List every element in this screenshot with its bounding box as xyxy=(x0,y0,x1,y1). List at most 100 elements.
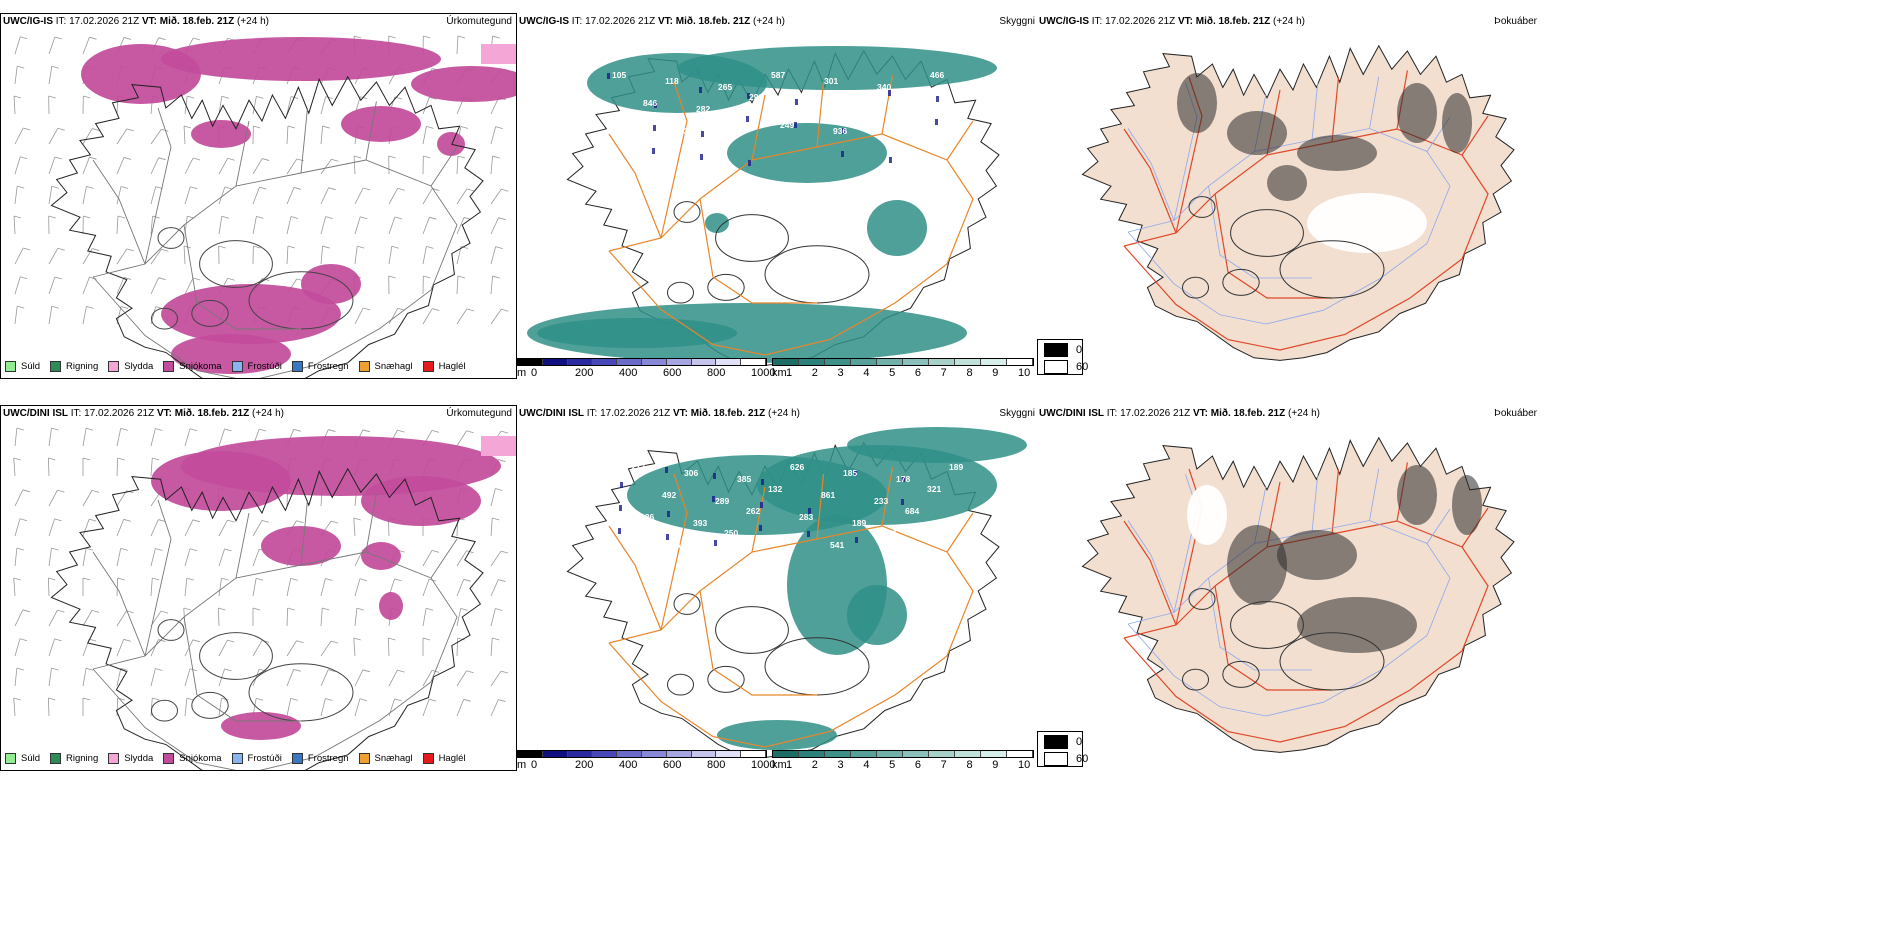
wind-barb-flag xyxy=(54,36,62,40)
low-cloud-cell xyxy=(666,534,669,540)
wind-barb-flag xyxy=(89,36,97,40)
cloud-visibility-panel-row2: UWC/DINI ISL IT: 17.02.2026 21Z VT: Mið.… xyxy=(517,405,1037,771)
wind-barb-flag xyxy=(20,156,28,160)
wind-barb-flag xyxy=(183,125,192,129)
low-cloud-cell xyxy=(713,473,716,479)
wind-barb-flag xyxy=(256,697,264,701)
wind-barb xyxy=(14,36,21,55)
wind-barb-flag xyxy=(48,215,56,219)
road-line xyxy=(1123,128,1177,234)
wind-barb xyxy=(116,577,119,597)
wind-barb-flag xyxy=(322,245,330,249)
colorbar-segment xyxy=(903,359,929,365)
wind-barb xyxy=(422,550,433,567)
cloud-base-label: 262 xyxy=(746,506,760,516)
visibility-colorbar: km 1 2 3 4 5 6 7 8 9 10 xyxy=(772,750,1034,771)
wind-barb xyxy=(490,699,499,717)
wind-barb xyxy=(286,669,295,687)
wind-barb xyxy=(354,698,361,717)
wind-barb xyxy=(456,637,459,657)
cloud-base-label: 266 xyxy=(618,512,632,522)
colorbar-segment xyxy=(773,751,799,757)
cloud-base-label: 277 xyxy=(631,462,645,472)
wind-barb-flag xyxy=(189,428,198,432)
road-line xyxy=(1331,468,1340,535)
low-cloud-cell xyxy=(901,499,904,505)
wind-barb-flag xyxy=(51,185,59,189)
road-line xyxy=(1123,128,1489,351)
wind-barb-flag xyxy=(123,157,132,160)
wind-barb xyxy=(150,249,162,265)
wind-barb-flag xyxy=(259,186,267,190)
wind-barb-flag xyxy=(397,307,405,311)
colorbar-segment xyxy=(741,359,766,365)
wind-barb-flag xyxy=(17,185,25,189)
glacier-outline xyxy=(151,699,178,722)
wind-barb xyxy=(13,578,16,597)
legend-swatch xyxy=(163,752,175,764)
wind-barb-flag xyxy=(495,246,503,249)
wind-barb-flag xyxy=(126,248,134,252)
road-line xyxy=(660,473,688,631)
colorbar-tick-label: 600 xyxy=(663,759,682,771)
wind-barb-flag xyxy=(388,275,396,279)
wind-barb-flag xyxy=(158,157,166,161)
wind-barb-flag xyxy=(363,307,371,311)
cloud-base-label: 263 xyxy=(908,92,922,102)
road-line xyxy=(881,75,893,135)
road-line xyxy=(1208,185,1312,279)
colorbar-tick-label: 4 xyxy=(863,367,870,379)
colorbar-segment xyxy=(955,359,981,365)
wind-barb-flag xyxy=(117,457,125,461)
wind-barb xyxy=(14,247,24,265)
wind-barb xyxy=(184,157,194,175)
legend-label: Frostregn xyxy=(307,752,349,764)
wind-barb-flag xyxy=(325,216,333,219)
wind-barb-flag xyxy=(466,188,474,192)
wind-barb-flag xyxy=(120,668,128,671)
wind-barb xyxy=(47,697,50,717)
wind-barb-flag xyxy=(397,669,405,673)
wind-barb-flag xyxy=(227,277,235,281)
wind-barb xyxy=(320,187,329,205)
cloud-base-label: 178 xyxy=(896,474,910,484)
wind-barb-flag xyxy=(19,518,28,522)
wind-barb xyxy=(217,607,220,627)
colorbar-tick-label: 0 xyxy=(531,759,538,771)
legend-item: Frostúði xyxy=(231,360,282,372)
wind-barb xyxy=(218,639,228,657)
cloud-base-label: 385 xyxy=(737,474,751,484)
wind-barb-flag xyxy=(22,609,31,613)
precip-panel-title: Úrkomutegund xyxy=(446,16,512,27)
wind-barb-flag xyxy=(397,429,405,433)
glacier-outline xyxy=(199,632,273,680)
road-line xyxy=(881,467,893,527)
cloud-base-label: 413 xyxy=(674,126,688,136)
wind-barb xyxy=(150,519,159,537)
wind-barb-flag xyxy=(492,155,500,159)
wind-barb xyxy=(48,548,52,567)
wind-barb-flag xyxy=(54,276,62,280)
wind-barb xyxy=(48,518,55,537)
wind-barb xyxy=(48,276,56,295)
wind-barb-flag xyxy=(495,126,503,129)
road-line xyxy=(1369,468,1380,521)
wind-barb xyxy=(47,457,50,477)
low-cloud-cell xyxy=(700,154,703,160)
colorbar-segment xyxy=(641,359,667,365)
wind-barb-flag xyxy=(89,276,97,280)
wind-barb xyxy=(456,276,459,295)
wind-barb xyxy=(150,428,156,447)
wind-barb xyxy=(218,519,228,537)
wind-barb-flag xyxy=(83,215,91,219)
glacier-outline xyxy=(1182,276,1209,299)
wind-barb xyxy=(116,186,122,205)
cloud-base-label: 571 xyxy=(649,562,663,572)
wind-barb-flag xyxy=(224,428,232,432)
glacier-outline xyxy=(191,691,229,719)
wind-barb xyxy=(14,609,24,627)
legend-item: Snæhagl xyxy=(358,360,413,372)
wind-barb xyxy=(422,97,430,115)
field-blob xyxy=(757,445,997,525)
wind-barb xyxy=(48,638,55,657)
